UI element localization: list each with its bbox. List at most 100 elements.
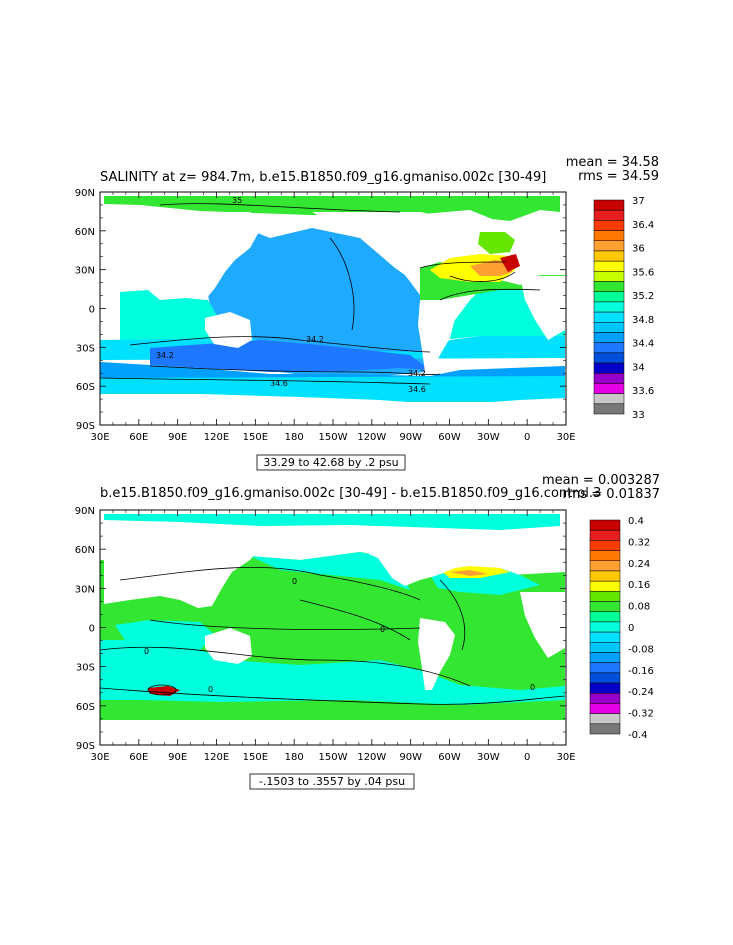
panel2-mean: mean = 0.003287 [542, 473, 660, 488]
x-tick-label: 30E [556, 752, 575, 763]
colorbar-label: -0.32 [628, 709, 654, 720]
panel1-contours [100, 203, 541, 385]
x-tick-label: 60E [129, 752, 148, 763]
colorbar-swatch [589, 519, 621, 531]
colorbar-label: 35.2 [632, 291, 654, 302]
colorbar-swatch [589, 713, 621, 725]
colorbar-label: 35.6 [632, 267, 654, 278]
colorbar-swatch [593, 209, 625, 221]
panel1-range-frame [256, 454, 406, 471]
contour-label: 0 [144, 647, 149, 656]
kerguelen-ring [147, 684, 177, 696]
y-tick-label: 0 [89, 305, 95, 316]
colorbar-swatch [589, 703, 621, 714]
colorbar-swatch [589, 540, 621, 551]
panel1-range-box: 33.29 to 42.68 by .2 psu [256, 454, 406, 471]
colorbar-label: -0.16 [628, 666, 654, 677]
colorbar-swatch [593, 322, 625, 333]
contour-label: 0 [208, 685, 213, 694]
colorbar-swatch [593, 362, 625, 374]
x-tick-label: 90W [399, 752, 422, 763]
colorbar-swatch [593, 372, 625, 384]
land-asia [104, 530, 260, 608]
x-tick-label: 30E [90, 432, 109, 443]
colorbar-swatch [593, 352, 625, 364]
colorbar-swatch [589, 662, 621, 674]
contour-line [449, 271, 516, 282]
panel2-contours [100, 567, 566, 705]
panel2-range-box: -.1503 to .3557 by .04 psu [249, 773, 415, 790]
panel1-colorbar: 37 36.4 36 35.6 35.2 34.8 34.4 34 33.6 33 [593, 196, 654, 421]
contour-line [149, 619, 421, 630]
colorbar-label: 34.8 [632, 315, 654, 326]
x-tick-label: 150E [243, 752, 268, 763]
indian-cyan [115, 620, 215, 652]
arctic-ocean [104, 196, 560, 221]
colorbar-swatch [589, 601, 621, 612]
colorbar-swatch [593, 240, 625, 252]
contour-line [100, 687, 566, 705]
y-tick-label: 30S [76, 663, 95, 674]
contour-label: 34.2 [408, 369, 426, 378]
contour-label: 34.6 [408, 385, 426, 394]
x-tick-label: 60E [129, 432, 148, 443]
panel-salinity: SALINITY at z= 984.7m, b.e15.B1850.f09_g… [75, 155, 659, 471]
colorbar-swatch [589, 631, 621, 643]
y-tick-label: 0 [89, 624, 95, 635]
colorbar-label: -0.24 [628, 687, 654, 698]
colorbar-swatch [593, 260, 625, 272]
colorbar-swatch [593, 199, 625, 211]
arctic-ocean [104, 514, 560, 530]
x-tick-label: 90W [399, 432, 422, 443]
panel1-title: SALINITY at z= 984.7m, b.e15.B1850.f09_g… [100, 170, 546, 185]
panel2-title: b.e15.B1850.f09_g16.gmaniso.002c [30-49]… [100, 486, 601, 501]
x-tick-label: 150W [319, 752, 348, 763]
contour-line [329, 237, 355, 331]
x-tick-label: 120E [204, 432, 229, 443]
colorbar-label: 37 [632, 196, 645, 207]
colorbar-swatch [589, 550, 621, 562]
panel2-map: 0 0 0 0 0 [100, 514, 566, 745]
colorbar-label: 33 [632, 410, 645, 421]
colorbar-swatch [593, 342, 625, 354]
land-north-america [312, 528, 470, 586]
panel2-range-label: -.1503 to .3557 by .04 psu [259, 775, 405, 788]
southern-blue-band [150, 340, 430, 372]
contour-line [439, 288, 541, 301]
x-tick-label: 30E [556, 432, 575, 443]
colorbar-label: 34 [632, 362, 645, 373]
colorbar-label: 0.32 [628, 537, 650, 548]
y-tick-label: 30N [75, 584, 95, 595]
colorbar-swatch [589, 611, 621, 623]
x-tick-label: 30W [477, 432, 500, 443]
panel1-map: 35 34.2 34.2 34.6 34.6 34.2 [100, 196, 565, 425]
y-tick-label: 60S [76, 702, 95, 713]
colorbar-swatch [593, 281, 625, 292]
colorbar-label: -0.08 [628, 644, 654, 655]
colorbar-swatch [589, 723, 621, 735]
med-outflow-orange [470, 260, 512, 276]
north-pacific-cyan [250, 552, 410, 590]
colorbar-swatch [589, 529, 621, 541]
panel2-colorbar: 0.4 0.32 0.24 0.16 0.08 0 -0.08 -0.16 -0.24 -0.32… [589, 516, 654, 741]
contour-line [419, 261, 506, 269]
colorbar-swatch [593, 383, 625, 394]
land-antarctica [100, 720, 565, 745]
contour-label: 34.2 [156, 351, 174, 360]
colorbar-label: 0 [628, 623, 634, 634]
contour-line [100, 377, 431, 385]
y-tick-label: 90N [75, 188, 95, 199]
colorbar-swatch [589, 580, 621, 592]
contour-line [129, 336, 431, 353]
colorbar-swatch [589, 692, 621, 704]
colorbar-swatch [589, 621, 621, 633]
colorbar-label: 34.4 [632, 339, 654, 350]
contour-label: 35 [232, 196, 242, 205]
panel2-range-frame [249, 773, 415, 790]
x-tick-label: 0 [524, 432, 530, 443]
colorbar-label: 0.16 [628, 580, 650, 591]
y-tick-label: 60N [75, 545, 95, 556]
x-tick-label: 180 [285, 752, 304, 763]
contour-label: 0 [530, 683, 535, 692]
